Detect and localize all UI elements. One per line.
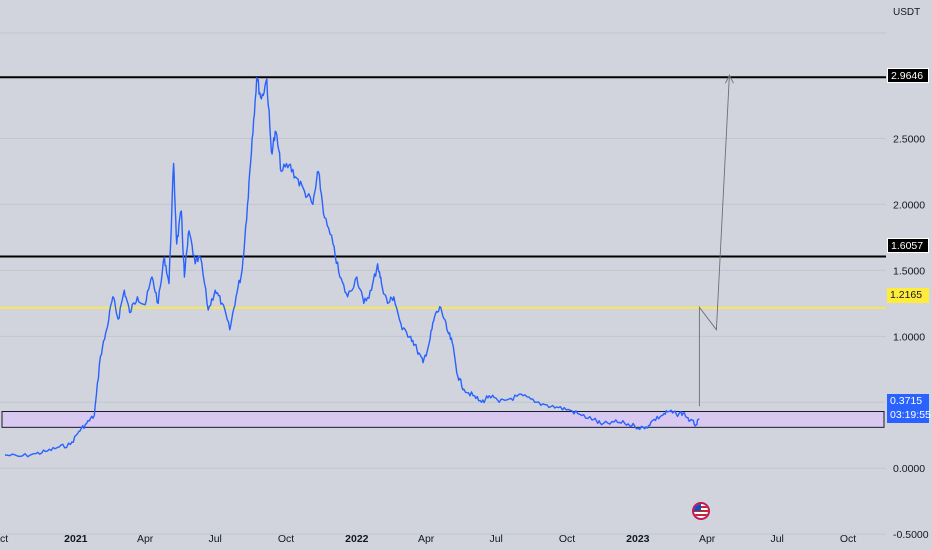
y-tick-label: 2.0000 [893,199,925,211]
chart-grid [0,32,886,535]
current-price-tag: 0.3715 [887,394,929,409]
x-tick-label: 2022 [345,533,369,545]
projection-arrow-path[interactable] [698,75,730,407]
y-tick-label: 1.5000 [893,265,925,277]
arrowhead-icon [725,74,734,84]
y-tick-label: 1.0000 [893,331,925,343]
x-tick-label: Oct [559,533,575,545]
x-tick-label: Apr [137,533,154,545]
y-tick-label: -0.5000 [893,529,929,541]
x-tick-label: Apr [418,533,435,545]
x-tick-label: Jul [208,533,221,545]
x-axis[interactable]: ct 2021 Apr Jul Oct 2022 Apr Jul Oct 2023 Apr Jul Oc… [0,533,856,545]
x-tick-label: Oct [840,533,856,545]
support-zone-box[interactable] [1,411,885,428]
y-tick-label: 0.0000 [893,463,925,475]
currency-unit-label: USDT [893,7,921,18]
y-axis[interactable]: 2.50002.00001.50001.00000.50000.0000-0.5… [893,133,929,541]
x-tick-label: 2023 [626,533,650,545]
x-tick-label: Apr [699,533,716,545]
price-line [4,77,700,458]
price-tag-level-mid: 1.6057 [887,238,929,253]
price-tag-level-yellow: 1.2165 [887,288,929,303]
price-tag-level-high: 2.9646 [887,68,929,83]
x-tick-label: Oct [278,533,294,545]
horizontal-levels [0,76,886,309]
bar-countdown-tag: 03:19:55 [887,408,931,423]
x-tick-label: 2021 [64,533,88,545]
x-tick-label: Jul [770,533,783,545]
x-tick-label: ct [0,533,8,545]
x-tick-label: Jul [489,533,502,545]
y-tick-label: 2.5000 [893,133,925,145]
us-flag-icon[interactable] [692,502,710,520]
